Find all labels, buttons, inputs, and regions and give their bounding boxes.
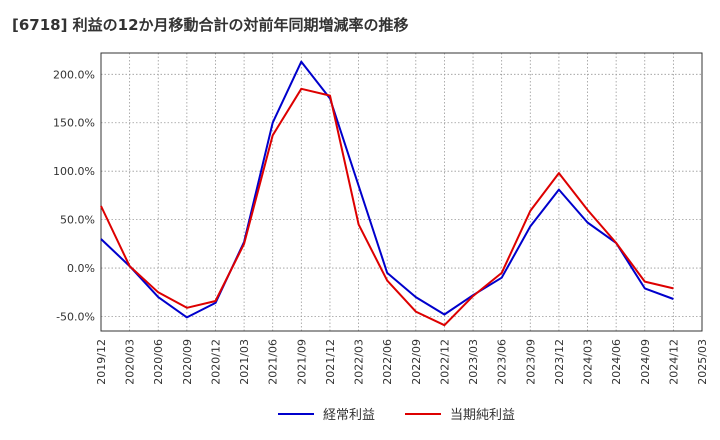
x-tick-label: 2020/03: [124, 339, 137, 385]
legend-item-net-income: 当期純利益: [405, 404, 515, 423]
x-tick-label: 2020/06: [152, 339, 165, 385]
x-tick-label: 2025/03: [696, 339, 709, 385]
x-tick-label: 2022/06: [381, 339, 394, 385]
x-tick-label: 2024/03: [582, 339, 595, 385]
x-tick-label: 2021/03: [238, 339, 251, 385]
x-tick-label: 2021/09: [295, 339, 308, 385]
legend-label-net-income: 当期純利益: [450, 408, 516, 423]
x-tick-label: 2023/09: [524, 339, 537, 385]
y-tick-label: 100.0%: [53, 165, 95, 178]
x-tick-label: 2023/06: [496, 339, 509, 385]
x-tick-label: 2024/09: [639, 339, 652, 385]
x-tick-label: 2023/12: [553, 339, 566, 385]
x-tick-label: 2020/12: [209, 339, 222, 385]
y-tick-label: 150.0%: [53, 117, 95, 130]
x-tick-label: 2022/12: [438, 339, 451, 385]
x-tick-label: 2024/06: [610, 339, 623, 385]
x-tick-label: 2022/09: [410, 339, 423, 385]
series-line-net-income: [100, 87, 674, 327]
plot-area: [101, 53, 702, 331]
legend: 経常利益 当期純利益: [0, 404, 720, 428]
x-tick-label: 2019/12: [95, 339, 108, 385]
x-tick-label: 2024/12: [667, 339, 680, 385]
x-tick-label: 2022/03: [353, 339, 366, 385]
x-tick-label: 2023/03: [467, 339, 480, 385]
plot-border: [100, 52, 703, 332]
chart-title: [6718] 利益の12か月移動合計の対前年同期増減率の推移: [12, 16, 409, 34]
y-tick-label: -50.0%: [56, 310, 95, 323]
x-tick-label: 2020/09: [181, 339, 194, 385]
y-tick-label: 0.0%: [67, 262, 95, 275]
legend-label-ordinary-profit: 経常利益: [323, 408, 376, 423]
legend-swatch-net-income: [405, 412, 441, 415]
series-line-ordinary-profit: [100, 60, 674, 319]
y-tick-label: 200.0%: [53, 68, 95, 81]
x-tick-label: 2021/12: [324, 339, 337, 385]
legend-swatch-ordinary-profit: [278, 412, 314, 415]
x-tick-label: 2021/06: [267, 339, 280, 385]
y-tick-label: 50.0%: [60, 214, 95, 227]
legend-item-ordinary-profit: 経常利益: [278, 404, 375, 423]
